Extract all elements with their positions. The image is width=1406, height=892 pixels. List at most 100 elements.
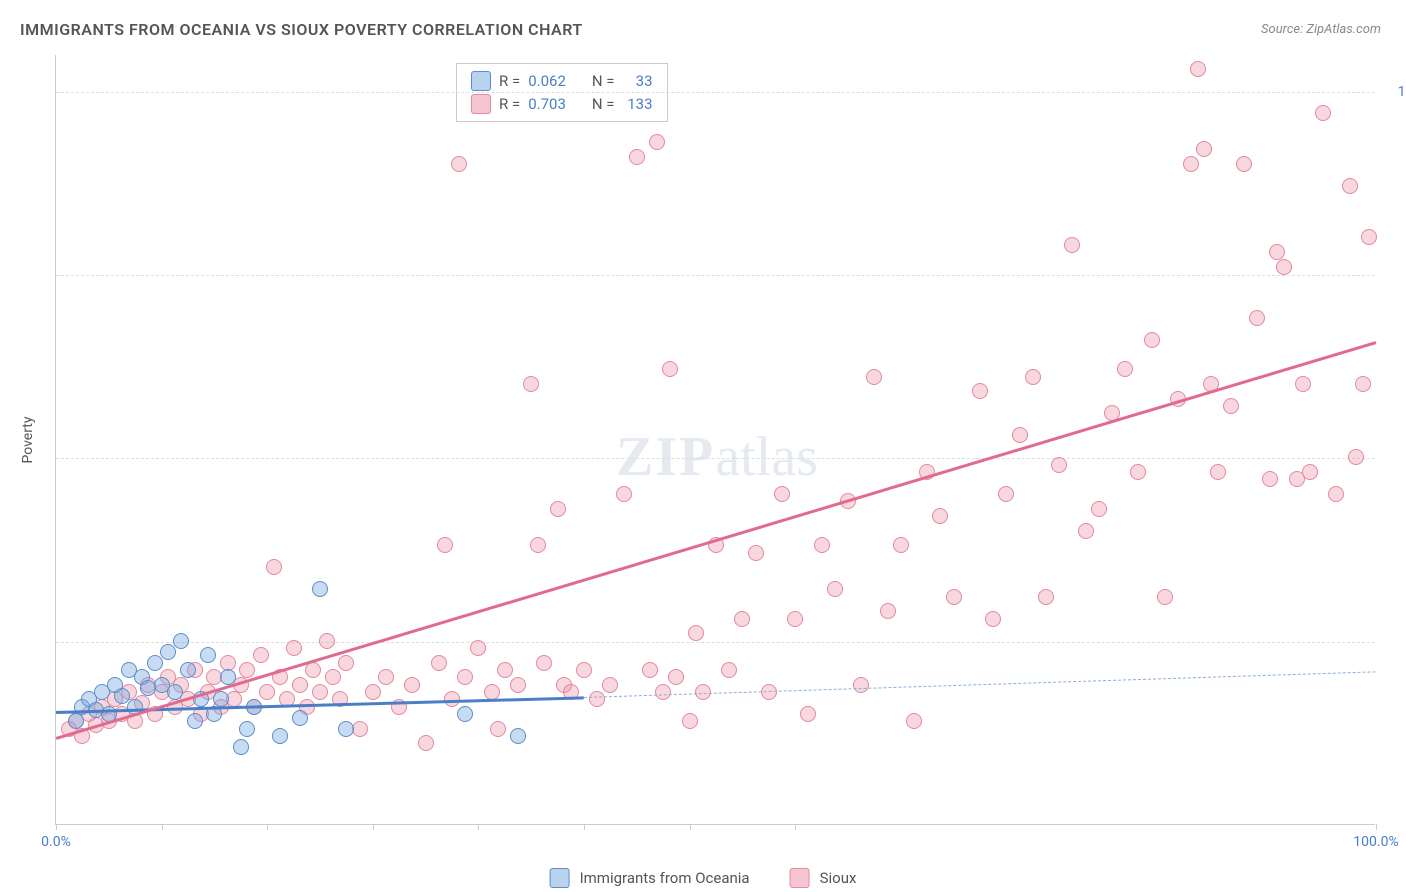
scatter-point-blue <box>147 655 163 671</box>
scatter-point-pink <box>629 149 645 165</box>
scatter-point-blue <box>239 721 255 737</box>
scatter-point-pink <box>338 655 354 671</box>
scatter-point-pink <box>220 655 236 671</box>
scatter-point-pink <box>1064 237 1080 253</box>
scatter-point-pink <box>880 603 896 619</box>
scatter-point-pink <box>1249 310 1265 326</box>
scatter-point-pink <box>1295 376 1311 392</box>
source-attribution: Source: ZipAtlas.com <box>1261 22 1381 37</box>
x-tick <box>1376 824 1377 830</box>
scatter-point-pink <box>946 589 962 605</box>
scatter-point-pink <box>1210 464 1226 480</box>
watermark: ZIPatlas <box>616 425 818 489</box>
scatter-point-pink <box>1361 229 1377 245</box>
gridline <box>56 458 1375 459</box>
scatter-point-blue <box>272 728 288 744</box>
legend-r-label: R = <box>499 70 520 93</box>
legend-pink-n: 133 <box>623 93 653 116</box>
scatter-point-pink <box>662 361 678 377</box>
scatter-point-pink <box>418 735 434 751</box>
scatter-point-pink <box>1315 105 1331 121</box>
scatter-point-blue <box>510 728 526 744</box>
scatter-point-pink <box>1183 156 1199 172</box>
scatter-point-pink <box>932 508 948 524</box>
x-tick <box>267 824 268 830</box>
scatter-point-pink <box>319 633 335 649</box>
scatter-point-pink <box>906 713 922 729</box>
scatter-point-pink <box>649 134 665 150</box>
scatter-point-pink <box>774 486 790 502</box>
scatter-point-blue <box>187 713 203 729</box>
scatter-point-pink <box>1276 259 1292 275</box>
scatter-point-pink <box>365 684 381 700</box>
scatter-point-pink <box>616 486 632 502</box>
scatter-point-blue <box>213 691 229 707</box>
scatter-point-pink <box>325 669 341 685</box>
scatter-point-pink <box>497 662 513 678</box>
scatter-point-pink <box>286 640 302 656</box>
x-tick <box>373 824 374 830</box>
scatter-point-pink <box>1269 244 1285 260</box>
series-label-blue: Immigrants from Oceania <box>580 869 750 887</box>
scatter-point-pink <box>1157 589 1173 605</box>
scatter-point-pink <box>550 501 566 517</box>
scatter-point-pink <box>1223 398 1239 414</box>
x-tick <box>690 824 691 830</box>
scatter-point-pink <box>1117 361 1133 377</box>
scatter-point-pink <box>523 376 539 392</box>
scatter-point-pink <box>1038 589 1054 605</box>
trend-line <box>56 341 1377 739</box>
scatter-point-pink <box>602 677 618 693</box>
scatter-point-pink <box>292 677 308 693</box>
series-swatch-blue <box>550 868 570 888</box>
gridline <box>56 275 1375 276</box>
legend-row-blue: R = 0.062 N = 33 <box>471 70 653 93</box>
scatter-point-blue <box>167 684 183 700</box>
scatter-point-pink <box>1196 141 1212 157</box>
scatter-point-pink <box>589 691 605 707</box>
scatter-point-pink <box>510 677 526 693</box>
scatter-point-blue <box>200 647 216 663</box>
scatter-point-pink <box>1051 457 1067 473</box>
scatter-point-pink <box>378 669 394 685</box>
scatter-point-pink <box>266 559 282 575</box>
scatter-point-pink <box>1091 501 1107 517</box>
x-tick-label: 0.0% <box>41 834 71 850</box>
legend-blue-n: 33 <box>623 70 653 93</box>
scatter-point-pink <box>1342 178 1358 194</box>
scatter-point-pink <box>985 611 1001 627</box>
series-legend: Immigrants from Oceania Sioux <box>550 868 857 888</box>
scatter-point-pink <box>576 662 592 678</box>
scatter-point-blue <box>173 633 189 649</box>
legend-r-label: R = <box>499 93 520 116</box>
scatter-point-pink <box>1190 61 1206 77</box>
scatter-point-pink <box>457 669 473 685</box>
legend-n-label: N = <box>592 70 615 93</box>
scatter-point-blue <box>233 739 249 755</box>
scatter-point-pink <box>688 625 704 641</box>
scatter-point-pink <box>431 655 447 671</box>
scatter-point-pink <box>800 706 816 722</box>
scatter-point-pink <box>1355 376 1371 392</box>
scatter-point-pink <box>451 156 467 172</box>
y-tick-label: 100.0% <box>1398 84 1406 100</box>
scatter-point-pink <box>239 662 255 678</box>
scatter-point-pink <box>748 545 764 561</box>
scatter-point-pink <box>1012 427 1028 443</box>
x-tick-label: 100.0% <box>1353 834 1398 850</box>
scatter-point-pink <box>1025 369 1041 385</box>
scatter-point-pink <box>682 713 698 729</box>
scatter-point-pink <box>1262 471 1278 487</box>
scatter-point-pink <box>470 640 486 656</box>
x-tick <box>584 824 585 830</box>
legend-blue-r: 0.062 <box>528 70 566 93</box>
gridline <box>56 642 1375 643</box>
scatter-point-blue <box>292 710 308 726</box>
scatter-point-pink <box>655 684 671 700</box>
scatter-point-pink <box>259 684 275 700</box>
scatter-point-pink <box>1348 449 1364 465</box>
scatter-point-pink <box>404 677 420 693</box>
scatter-point-blue <box>312 581 328 597</box>
legend-swatch-blue <box>471 71 491 91</box>
watermark-atlas: atlas <box>715 426 818 488</box>
